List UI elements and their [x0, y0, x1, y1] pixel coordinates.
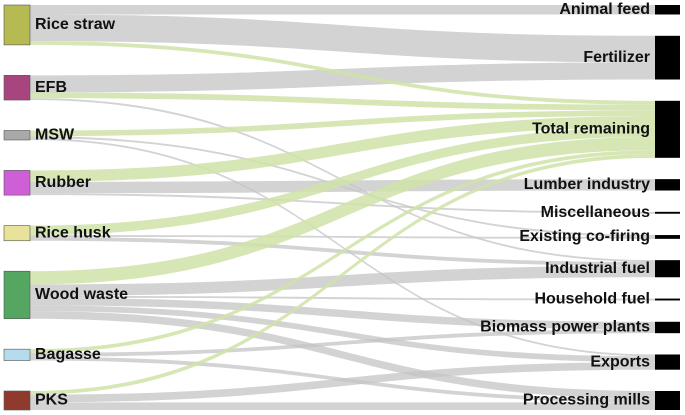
source-label: Wood waste	[35, 286, 128, 303]
source-node	[3, 75, 31, 101]
source-label: MSW	[35, 126, 75, 143]
flow-link	[30, 297, 655, 330]
flow-link	[30, 154, 655, 395]
target-node	[655, 260, 680, 278]
source-node	[3, 4, 31, 46]
flow-link	[30, 305, 655, 363]
flow-link	[30, 92, 655, 111]
target-node	[655, 354, 680, 370]
links	[30, 5, 655, 410]
flow-link	[30, 62, 655, 93]
source-node	[3, 225, 31, 242]
flow-link	[30, 402, 655, 410]
source-label: Rice straw	[35, 16, 116, 33]
target-node	[655, 298, 680, 301]
target-label: Fertilizer	[583, 49, 650, 66]
flow-link	[30, 14, 655, 63]
flow-link	[30, 362, 655, 403]
source-node	[3, 390, 31, 411]
source-label: Rubber	[35, 174, 91, 191]
flow-link	[30, 329, 655, 357]
source-label: Bagasse	[35, 346, 101, 363]
target-label: Total remaining	[532, 121, 650, 138]
target-label: Exports	[590, 353, 650, 370]
source-label: PKS	[35, 392, 68, 409]
flow-link	[30, 138, 655, 357]
flow-link	[30, 116, 655, 182]
flow-link	[30, 41, 655, 105]
source-node	[3, 348, 31, 361]
target-node	[655, 211, 680, 214]
target-node	[655, 321, 680, 334]
flow-link	[30, 5, 655, 15]
source-node	[3, 170, 31, 196]
target-node	[655, 100, 680, 158]
target-node	[655, 5, 680, 15]
target-node	[655, 179, 680, 191]
target-label: Lumber industry	[524, 176, 650, 193]
target-label: Existing co-firing	[519, 228, 650, 245]
source-label: Rice husk	[35, 224, 111, 241]
flow-link	[30, 136, 655, 285]
target-label: Miscellaneous	[541, 204, 650, 221]
flow-link	[30, 150, 655, 353]
source-label: EFB	[35, 79, 67, 96]
flow-link	[30, 235, 655, 239]
target-label: Processing mills	[523, 392, 650, 409]
target-node	[655, 235, 680, 239]
flow-link	[30, 193, 655, 214]
target-node	[655, 391, 680, 410]
target-label: Biomass power plants	[480, 319, 650, 336]
flow-link	[30, 110, 655, 137]
source-node	[3, 270, 31, 320]
target-label: Household fuel	[534, 291, 650, 308]
flow-link	[30, 127, 655, 236]
target-node	[655, 35, 680, 80]
flow-link	[30, 311, 655, 399]
flow-link	[30, 265, 655, 296]
source-node	[3, 130, 31, 141]
target-label: Animal feed	[559, 1, 650, 18]
flow-link	[30, 295, 655, 301]
target-label: Industrial fuel	[545, 260, 650, 277]
